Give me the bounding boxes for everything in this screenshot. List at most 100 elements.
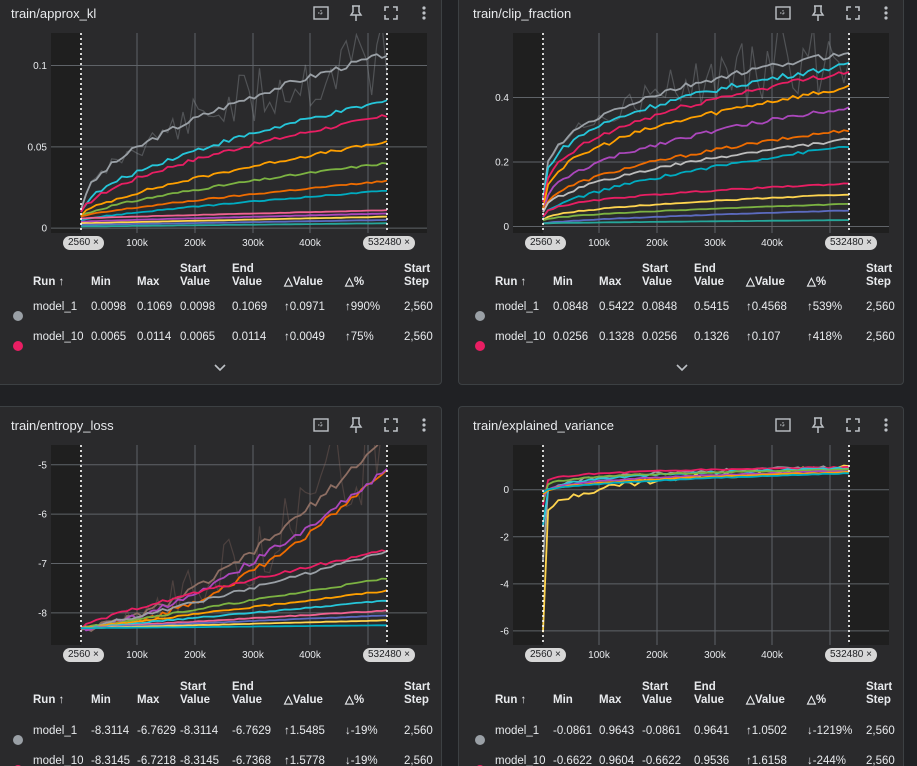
- table-cell-dvalue: ↑0.0971: [284, 301, 325, 313]
- series-line: [80, 468, 388, 632]
- fit-domain-icon[interactable]: [310, 414, 332, 436]
- chart-toolbar: [301, 414, 441, 436]
- range-end-chip[interactable]: 532480 ×: [825, 648, 877, 662]
- pin-icon[interactable]: [345, 2, 367, 24]
- table-cell-dvalue: ↑1.5485: [284, 725, 325, 737]
- series-line: [542, 106, 850, 211]
- more-options-icon[interactable]: [413, 414, 435, 436]
- column-header[interactable]: Run ↑: [495, 276, 527, 288]
- chart-svg: -6-4-20100k200k300k400k5: [500, 445, 889, 661]
- run-color-swatch: [13, 341, 23, 351]
- fit-domain-icon[interactable]: [772, 414, 794, 436]
- y-tick-label: -7: [38, 559, 47, 570]
- column-header[interactable]: Run ↑: [33, 276, 65, 288]
- fullscreen-icon[interactable]: [842, 2, 864, 24]
- table-cell-run: model_10: [33, 331, 84, 343]
- pin-icon[interactable]: [807, 2, 829, 24]
- table-cell-dvalue: ↑1.0502: [746, 725, 787, 737]
- x-tick-label: 400k: [299, 238, 322, 249]
- table-cell-end: 0.5415: [694, 301, 730, 313]
- column-header: △Value: [284, 276, 323, 288]
- series-line: [542, 464, 850, 633]
- series-line: [542, 465, 850, 506]
- range-end-chip[interactable]: 532480 ×: [363, 236, 415, 250]
- x-tick-label: 400k: [761, 650, 784, 661]
- range-start-chip[interactable]: 2560 ×: [63, 236, 104, 250]
- table-cell-end: 0.0114: [232, 331, 267, 343]
- fullscreen-icon[interactable]: [842, 414, 864, 436]
- column-header: Min: [553, 694, 573, 706]
- fit-domain-icon[interactable]: [310, 2, 332, 24]
- run-color-swatch: [475, 311, 485, 321]
- range-start-chip[interactable]: 2560 ×: [63, 648, 104, 662]
- line-chart[interactable]: 00.050.1100k200k300k400k5: [21, 33, 429, 255]
- table-cell-dvalue: ↑0.0049: [284, 331, 325, 343]
- out-of-range-left: [513, 445, 543, 645]
- y-tick-label: 0.2: [495, 158, 509, 169]
- chart-card-approx-kl: train/approx_kl 0 0.05 0.1 100k 200k 300k 400k 5…: [0, 0, 442, 385]
- line-chart[interactable]: 00.20.4100k200k300k400k5: [483, 33, 891, 255]
- table-cell-end: 0.1069: [232, 301, 268, 313]
- raw-series-line: [542, 33, 850, 199]
- fullscreen-icon[interactable]: [380, 2, 402, 24]
- more-options-icon[interactable]: [413, 2, 435, 24]
- table-cell-end: -6.7629: [232, 725, 272, 737]
- column-header: Start Step: [866, 681, 893, 706]
- fullscreen-icon[interactable]: [380, 414, 402, 436]
- x-tick-label: 300k: [704, 650, 727, 661]
- table-cell-min: -0.6622: [553, 755, 593, 766]
- series-line: [542, 84, 850, 209]
- chart-toolbar: [763, 414, 903, 436]
- x-tick-label: 300k: [242, 238, 265, 249]
- table-cell-max: 0.9643: [599, 725, 635, 737]
- y-tick-label: -4: [500, 579, 509, 590]
- table-cell-dpct: ↑418%: [807, 331, 843, 343]
- series-line: [80, 140, 388, 217]
- table-cell-start: 0.0065: [180, 331, 216, 343]
- y-tick-label: -2: [500, 532, 509, 543]
- range-start-chip[interactable]: 2560 ×: [525, 648, 566, 662]
- chart-title: train/clip_fraction: [473, 6, 572, 21]
- column-header: Start Step: [404, 263, 431, 288]
- line-chart[interactable]: -8-7-6-5100k200k300k400k5: [21, 445, 429, 667]
- x-tick-label: 300k: [242, 650, 265, 661]
- pin-icon[interactable]: [345, 414, 367, 436]
- table-cell-start: -8.3114: [180, 725, 219, 737]
- table-cell-dvalue: ↑0.4568: [746, 301, 787, 313]
- more-options-icon[interactable]: [875, 2, 897, 24]
- column-header[interactable]: Run ↑: [495, 694, 527, 706]
- chart-card-entropy-loss: train/entropy_loss -8 -7 -6 -5 100k 200k 300k 40…: [0, 406, 442, 766]
- fit-domain-icon[interactable]: [772, 2, 794, 24]
- x-tick-label: 200k: [184, 238, 207, 249]
- column-header[interactable]: Run ↑: [33, 694, 65, 706]
- table-cell-start: 0.0848: [642, 301, 678, 313]
- out-of-range-left: [51, 33, 81, 233]
- table-cell-max: -6.7629: [137, 725, 177, 737]
- chart-toolbar: [301, 2, 441, 24]
- more-options-icon[interactable]: [875, 414, 897, 436]
- table-cell-max: 0.1328: [599, 331, 635, 343]
- expand-table-chevron-icon[interactable]: [211, 361, 229, 375]
- column-header: △%: [345, 276, 365, 288]
- table-cell-run: model_1: [33, 725, 78, 737]
- range-end-chip[interactable]: 532480 ×: [825, 236, 877, 250]
- y-tick-label: 0: [41, 224, 47, 235]
- run-color-swatch: [13, 311, 23, 321]
- line-chart[interactable]: -6-4-20100k200k300k400k5: [483, 445, 891, 667]
- series-line: [80, 209, 388, 220]
- pin-icon[interactable]: [807, 414, 829, 436]
- range-end-chip[interactable]: 532480 ×: [363, 648, 415, 662]
- run-color-swatch: [475, 735, 485, 745]
- table-cell-end: -6.7368: [232, 755, 272, 766]
- x-tick-label: 100k: [126, 238, 149, 249]
- chart-title: train/approx_kl: [11, 6, 97, 21]
- series-line: [80, 550, 388, 630]
- series-line: [80, 162, 388, 218]
- table-cell-step: 2,560: [866, 301, 895, 313]
- out-of-range-right: [387, 33, 427, 233]
- series-line: [80, 577, 388, 629]
- x-tick-label: 200k: [646, 650, 669, 661]
- range-start-chip[interactable]: 2560 ×: [525, 236, 566, 250]
- expand-table-chevron-icon[interactable]: [673, 361, 691, 375]
- table-cell-dpct: ↑990%: [345, 301, 381, 313]
